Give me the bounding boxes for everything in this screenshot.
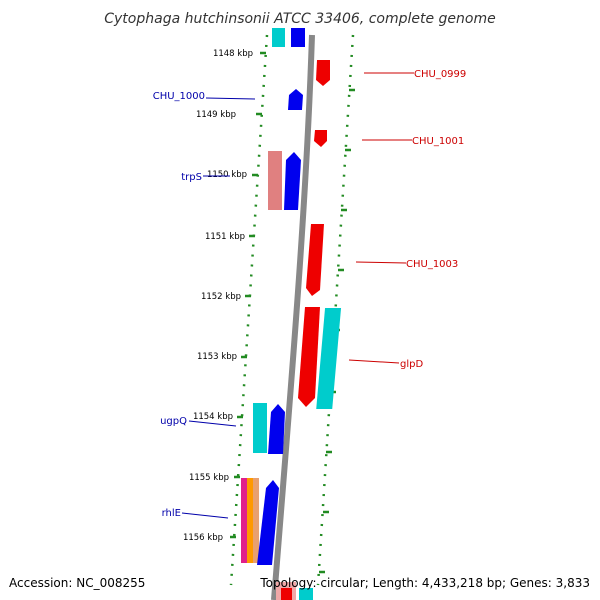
ruler-label-1152: 1152 kbp — [201, 292, 241, 302]
map-title: Cytophaga hutchinsonii ATCC 33406, compl… — [104, 11, 495, 27]
gene-label-chu-1003: CHU_1003 — [406, 259, 458, 270]
gene-chu-1000 — [288, 89, 303, 110]
ruler-label-1153: 1153 kbp — [197, 352, 237, 362]
gene-glpd-rna — [316, 308, 342, 409]
gene-label-rhle: rhlE — [162, 508, 181, 519]
ruler-label-1149: 1149 kbp — [196, 110, 236, 120]
ruler-label-1151: 1151 kbp — [205, 232, 245, 242]
gene-glpd — [298, 307, 320, 407]
forward-gene-top — [291, 28, 305, 47]
gene-bottom-red — [281, 588, 292, 600]
ruler-track-left — [229, 34, 269, 586]
gene-label-chu-1001: CHU_1001 — [412, 136, 464, 147]
ruler-label-1155: 1155 kbp — [189, 473, 229, 483]
gene-label-chu-1000: CHU_1000 — [153, 91, 205, 102]
ruler-label-1150: 1150 kbp — [207, 170, 247, 180]
genome-backbone — [271, 34, 315, 600]
gene-label-glpd: glpD — [400, 359, 423, 370]
topology-text: Topology: circular; Length: 4,433,218 bp… — [259, 576, 590, 590]
gene-trps — [284, 152, 301, 210]
gene-trps-pink — [268, 151, 282, 210]
ruler-track-right — [316, 34, 355, 586]
ruler-label-1156: 1156 kbp — [183, 533, 223, 543]
ruler-label-1148: 1148 kbp — [213, 49, 253, 59]
gene-chu-1001 — [314, 130, 327, 147]
gene-ugpq — [268, 404, 285, 454]
gene-bottom-rna — [299, 588, 313, 600]
gene-label-ugpq: ugpQ — [160, 416, 187, 427]
gene-chu-1003 — [306, 224, 324, 296]
gene-label-chu-0999: CHU_0999 — [414, 69, 466, 80]
gene-rhle-stripe-tan — [253, 478, 259, 563]
gene-rhle — [257, 480, 279, 565]
gene-chu-0999 — [316, 60, 330, 86]
accession-text: Accession: NC_008255 — [9, 576, 145, 590]
gene-ugpq-rna — [253, 403, 267, 453]
label-leaders — [181, 72, 414, 519]
gene-rhle-stripe-orange — [247, 478, 253, 563]
gene-label-trps: trpS — [181, 172, 202, 183]
ruler-label-1154: 1154 kbp — [193, 412, 233, 422]
rna-feature-top — [272, 28, 285, 47]
gene-rhle-stripe-magenta — [241, 478, 247, 563]
